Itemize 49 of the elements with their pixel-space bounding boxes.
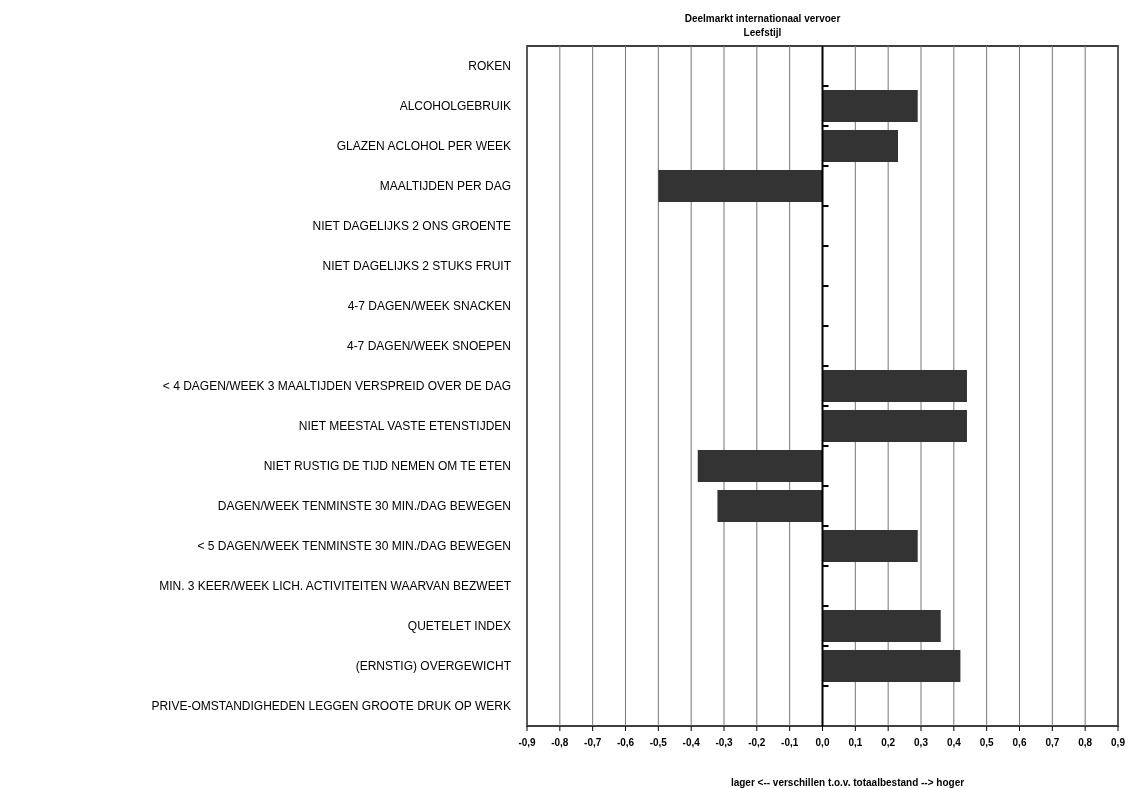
x-tick-label: 0,1	[848, 737, 863, 748]
y-tick-label: NIET DAGELIJKS 2 ONS GROENTE	[312, 219, 511, 234]
x-tick-label: -0,5	[649, 737, 668, 748]
y-tick-label: ALCOHOLGEBRUIK	[399, 99, 511, 114]
y-tick-label: ROKEN	[468, 59, 511, 74]
bar	[822, 90, 918, 122]
y-tick-label: NIET MEESTAL VASTE ETENSTIJDEN	[298, 419, 511, 434]
x-tick-label: 0,2	[881, 737, 896, 748]
bar	[822, 530, 918, 562]
bar	[658, 170, 823, 202]
y-tick-label: < 4 DAGEN/WEEK 3 MAALTIJDEN VERSPREID OVER DE DAG	[162, 379, 511, 394]
y-tick-label: (ERNSTIG) OVERGEWICHT	[355, 659, 512, 674]
x-tick-label: -0,3	[715, 737, 734, 748]
x-tick-label: 0,8	[1078, 737, 1093, 748]
y-tick-label: PRIVE-OMSTANDIGHEDEN LEGGEN GROOTE DRUK OP WERK	[151, 699, 511, 714]
x-tick-label: -0,4	[682, 737, 701, 748]
bar	[822, 650, 961, 682]
y-tick-label: MAALTIJDEN PER DAG	[379, 179, 511, 194]
x-tick-label: -0,9	[518, 737, 537, 748]
y-tick-label: < 5 DAGEN/WEEK TENMINSTE 30 MIN./DAG BEWEGEN	[197, 539, 511, 554]
chart-subtitle: Leefstijl	[743, 27, 782, 38]
bar	[822, 410, 967, 442]
y-tick-label: GLAZEN ACLOHOL PER WEEK	[336, 139, 511, 154]
x-tick-label: -0,2	[748, 737, 766, 748]
y-tick-label: MIN. 3 KEER/WEEK LICH. ACTIVITEITEN WAARVAN BEZWEET	[159, 579, 512, 594]
x-tick-label: -0,7	[584, 737, 602, 748]
x-tick-label: 0,0	[815, 737, 830, 748]
bar	[717, 490, 823, 522]
x-tick-label: -0,1	[781, 737, 799, 748]
y-tick-label: NIET RUSTIG DE TIJD NEMEN OM TE ETEN	[263, 459, 511, 474]
bar	[822, 130, 899, 162]
x-tick-label: -0,6	[616, 737, 635, 748]
x-tick-label: 0,9	[1111, 737, 1126, 748]
y-tick-label: 4-7 DAGEN/WEEK SNACKEN	[347, 299, 511, 314]
y-tick-label: 4-7 DAGEN/WEEK SNOEPEN	[346, 339, 511, 354]
y-tick-label: NIET DAGELIJKS 2 STUKS FRUIT	[322, 259, 512, 274]
bar	[822, 610, 941, 642]
x-tick-label: 0,6	[1012, 737, 1027, 748]
y-tick-label: QUETELET INDEX	[407, 619, 511, 634]
y-tick-label: DAGEN/WEEK TENMINSTE 30 MIN./DAG BEWEGEN	[217, 499, 511, 514]
x-tick-label: 0,3	[914, 737, 929, 748]
bar	[697, 450, 823, 482]
chart-title: Deelmarkt internationaal vervoer	[684, 13, 841, 24]
x-tick-label: 0,4	[946, 737, 962, 748]
x-tick-label: 0,7	[1045, 737, 1060, 748]
x-tick-label: -0,8	[551, 737, 569, 748]
x-axis-title: lager <-- verschillen t.o.v. totaalbestand --> hoger	[730, 777, 965, 788]
x-tick-label: 0,5	[979, 737, 995, 748]
bar	[822, 370, 967, 402]
